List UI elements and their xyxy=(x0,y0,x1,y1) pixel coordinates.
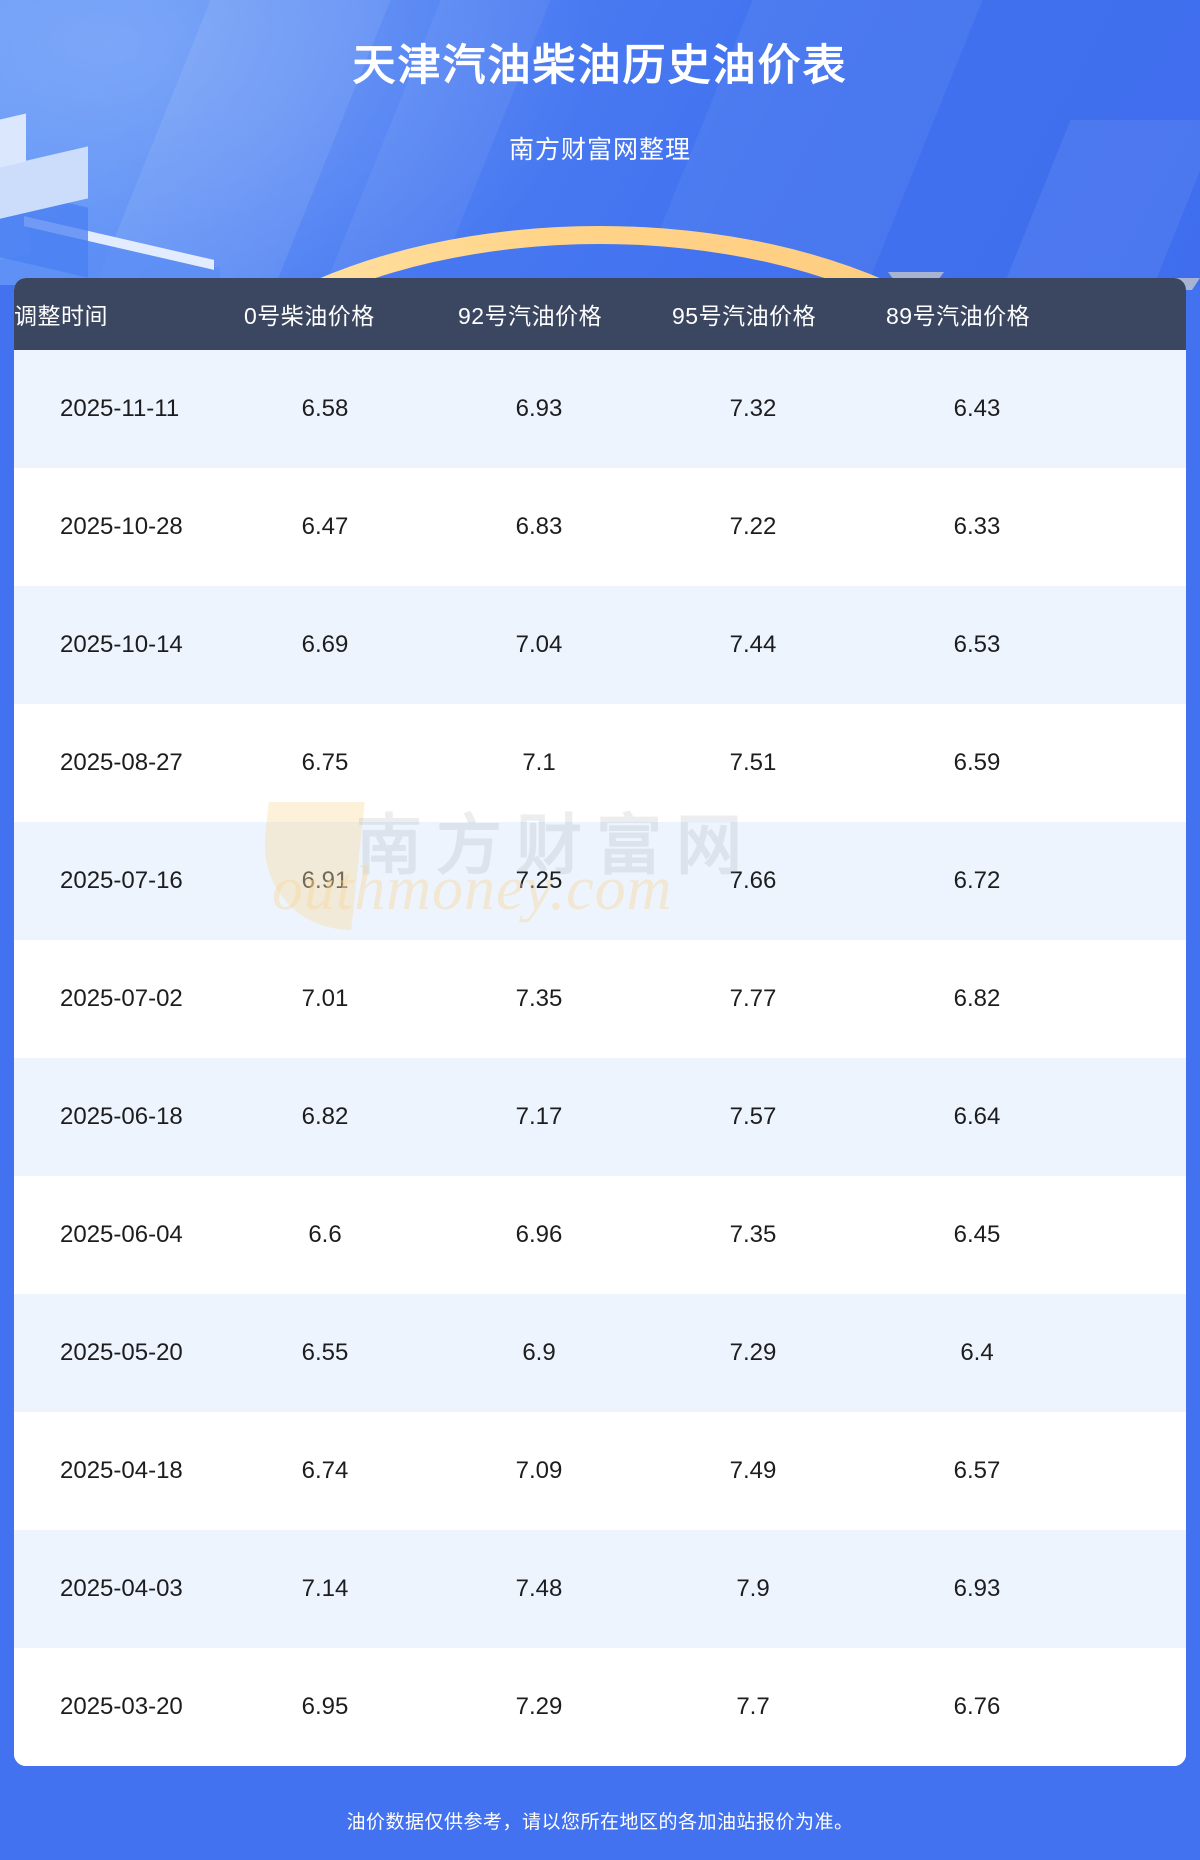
page-subtitle: 南方财富网整理 xyxy=(508,136,691,164)
cell-petrol92: 7.1 xyxy=(458,704,672,822)
cell-petrol89: 6.4 xyxy=(886,1294,1186,1412)
table-row[interactable]: 2025-11-11 6.58 6.93 7.32 6.43 xyxy=(14,350,1186,468)
cell-petrol89: 6.76 xyxy=(886,1648,1186,1766)
column-header-petrol92[interactable]: 92号汽油价格 xyxy=(458,278,672,350)
cell-petrol95: 7.35 xyxy=(672,1176,886,1294)
cell-date: 2025-04-03 xyxy=(14,1530,244,1648)
cell-diesel0: 6.55 xyxy=(244,1294,458,1412)
cell-petrol92: 7.17 xyxy=(458,1058,672,1176)
cell-date: 2025-06-04 xyxy=(14,1176,244,1294)
column-header-date[interactable]: 调整时间 xyxy=(14,278,244,350)
cell-date: 2025-07-16 xyxy=(14,822,244,940)
cell-petrol95: 7.9 xyxy=(672,1530,886,1648)
cell-date: 2025-10-28 xyxy=(14,468,244,586)
cell-petrol89: 6.59 xyxy=(886,704,1186,822)
cell-date: 2025-04-18 xyxy=(14,1412,244,1530)
cell-petrol92: 7.09 xyxy=(458,1412,672,1530)
cell-date: 2025-11-11 xyxy=(14,350,244,468)
cell-diesel0: 6.47 xyxy=(244,468,458,586)
cell-petrol89: 6.72 xyxy=(886,822,1186,940)
table-header-row: 调整时间 0号柴油价格 92号汽油价格 95号汽油价格 89号汽油价格 xyxy=(14,278,1186,350)
cell-date: 2025-07-02 xyxy=(14,940,244,1058)
cell-diesel0: 6.74 xyxy=(244,1412,458,1530)
cell-petrol95: 7.44 xyxy=(672,586,886,704)
cell-petrol92: 6.83 xyxy=(458,468,672,586)
cell-petrol89: 6.82 xyxy=(886,940,1186,1058)
table-row[interactable]: 2025-10-28 6.47 6.83 7.22 6.33 xyxy=(14,468,1186,586)
table-body: 2025-11-11 6.58 6.93 7.32 6.43 2025-10-28 6.47… xyxy=(14,350,1186,1766)
cell-petrol92: 6.9 xyxy=(458,1294,672,1412)
cell-diesel0: 6.6 xyxy=(244,1176,458,1294)
cell-petrol95: 7.57 xyxy=(672,1058,886,1176)
table-row[interactable]: 2025-07-02 7.01 7.35 7.77 6.82 xyxy=(14,940,1186,1058)
cell-petrol92: 6.93 xyxy=(458,350,672,468)
cell-petrol95: 7.77 xyxy=(672,940,886,1058)
cell-petrol92: 6.96 xyxy=(458,1176,672,1294)
table-row[interactable]: 2025-03-20 6.95 7.29 7.7 6.76 xyxy=(14,1648,1186,1766)
cell-petrol95: 7.51 xyxy=(672,704,886,822)
page-title: 天津汽油柴油历史油价表 xyxy=(352,42,848,90)
footer-disclaimer: 油价数据仅供参考，请以您所在地区的各加油站报价为准。 xyxy=(346,1812,854,1833)
cell-petrol92: 7.04 xyxy=(458,586,672,704)
cell-diesel0: 6.69 xyxy=(244,586,458,704)
cell-petrol95: 7.32 xyxy=(672,350,886,468)
cell-diesel0: 7.01 xyxy=(244,940,458,1058)
cell-petrol89: 6.33 xyxy=(886,468,1186,586)
cell-petrol89: 6.64 xyxy=(886,1058,1186,1176)
cell-date: 2025-03-20 xyxy=(14,1648,244,1766)
cell-date: 2025-05-20 xyxy=(14,1294,244,1412)
column-header-diesel0[interactable]: 0号柴油价格 xyxy=(244,278,458,350)
table-row[interactable]: 2025-04-03 7.14 7.48 7.9 6.93 xyxy=(14,1530,1186,1648)
cell-petrol89: 6.53 xyxy=(886,586,1186,704)
column-header-petrol89[interactable]: 89号汽油价格 xyxy=(886,278,1186,350)
cell-petrol92: 7.48 xyxy=(458,1530,672,1648)
cell-diesel0: 6.82 xyxy=(244,1058,458,1176)
table-row[interactable]: 2025-06-18 6.82 7.17 7.57 6.64 xyxy=(14,1058,1186,1176)
table-row[interactable]: 2025-10-14 6.69 7.04 7.44 6.53 xyxy=(14,586,1186,704)
table-row[interactable]: 2025-07-16 6.91 7.25 7.66 6.72 xyxy=(14,822,1186,940)
table-row[interactable]: 2025-08-27 6.75 7.1 7.51 6.59 xyxy=(14,704,1186,822)
cell-date: 2025-10-14 xyxy=(14,586,244,704)
cell-petrol95: 7.66 xyxy=(672,822,886,940)
cell-petrol95: 7.49 xyxy=(672,1412,886,1530)
cell-petrol89: 6.43 xyxy=(886,350,1186,468)
cell-diesel0: 7.14 xyxy=(244,1530,458,1648)
cell-petrol92: 7.25 xyxy=(458,822,672,940)
page-banner: 天津汽油柴油历史油价表 南方财富网整理 xyxy=(0,0,1200,285)
cell-date: 2025-08-27 xyxy=(14,704,244,822)
cell-petrol92: 7.35 xyxy=(458,940,672,1058)
cell-petrol89: 6.93 xyxy=(886,1530,1186,1648)
cell-petrol89: 6.57 xyxy=(886,1412,1186,1530)
cell-date: 2025-06-18 xyxy=(14,1058,244,1176)
cell-diesel0: 6.91 xyxy=(244,822,458,940)
cell-petrol95: 7.29 xyxy=(672,1294,886,1412)
price-table-card: 调整时间 0号柴油价格 92号汽油价格 95号汽油价格 89号汽油价格 2025… xyxy=(14,278,1186,1766)
cell-diesel0: 6.58 xyxy=(244,350,458,468)
table-row[interactable]: 2025-05-20 6.55 6.9 7.29 6.4 xyxy=(14,1294,1186,1412)
cell-petrol92: 7.29 xyxy=(458,1648,672,1766)
cell-petrol95: 7.22 xyxy=(672,468,886,586)
cell-diesel0: 6.75 xyxy=(244,704,458,822)
cell-diesel0: 6.95 xyxy=(244,1648,458,1766)
table-row[interactable]: 2025-06-04 6.6 6.96 7.35 6.45 xyxy=(14,1176,1186,1294)
table-row[interactable]: 2025-04-18 6.74 7.09 7.49 6.57 xyxy=(14,1412,1186,1530)
table-head: 调整时间 0号柴油价格 92号汽油价格 95号汽油价格 89号汽油价格 xyxy=(14,278,1186,350)
column-header-petrol95[interactable]: 95号汽油价格 xyxy=(672,278,886,350)
price-table: 调整时间 0号柴油价格 92号汽油价格 95号汽油价格 89号汽油价格 2025… xyxy=(14,278,1186,1766)
cell-petrol95: 7.7 xyxy=(672,1648,886,1766)
cell-petrol89: 6.45 xyxy=(886,1176,1186,1294)
